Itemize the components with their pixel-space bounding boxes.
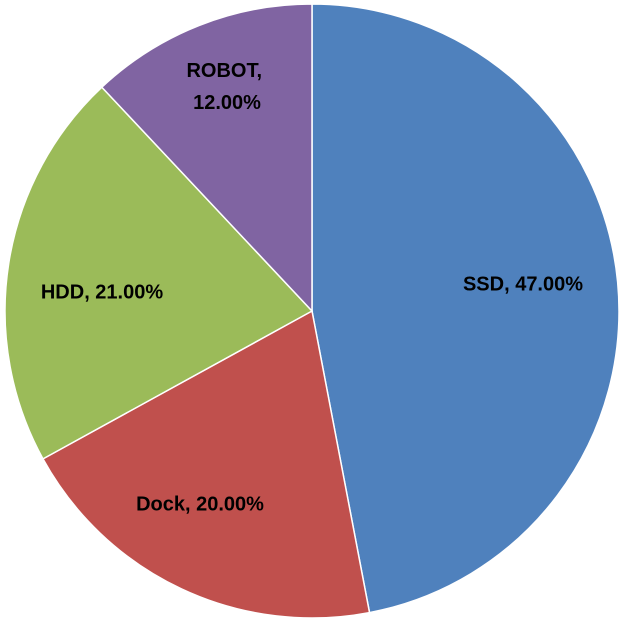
- pie-slice: [100, 3, 313, 313]
- pie-slice: [4, 86, 314, 460]
- data-label: Dock, 20.00%: [136, 493, 264, 515]
- data-label-line: 12.00%: [193, 92, 261, 114]
- pie-slice: [41, 309, 371, 619]
- data-label-line: ROBOT,: [186, 60, 267, 82]
- pie-slice: [311, 3, 620, 614]
- data-label: ROBOT, 12.00%: [186, 60, 267, 114]
- data-label: HDD, 21.00%: [41, 281, 163, 303]
- data-label: SSD, 47.00%: [463, 273, 583, 295]
